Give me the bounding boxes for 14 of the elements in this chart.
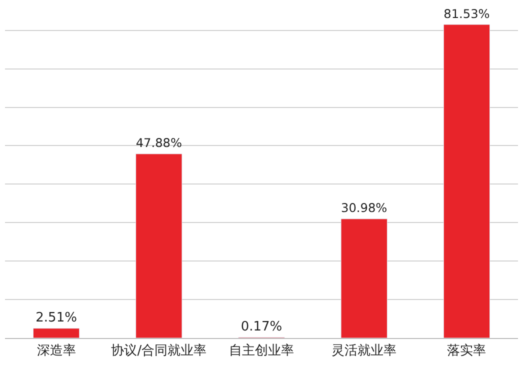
bar bbox=[32, 328, 80, 338]
bar bbox=[340, 218, 388, 338]
x-tick-label: 落实率 bbox=[447, 342, 486, 359]
data-label: 81.53% bbox=[444, 6, 490, 21]
bar bbox=[443, 24, 490, 338]
bar bbox=[136, 154, 182, 338]
x-tick-label: 协议/合同就业率 bbox=[111, 342, 207, 359]
data-label: 0.17% bbox=[240, 319, 282, 334]
x-tick-label: 灵活就业率 bbox=[332, 342, 397, 359]
data-label: 2.51% bbox=[36, 310, 77, 326]
x-tick-label: 深造率 bbox=[36, 342, 76, 359]
x-tick-label: 自主创业率 bbox=[229, 342, 294, 359]
data-label: 47.88% bbox=[136, 136, 182, 150]
data-label: 30.98% bbox=[341, 201, 388, 216]
